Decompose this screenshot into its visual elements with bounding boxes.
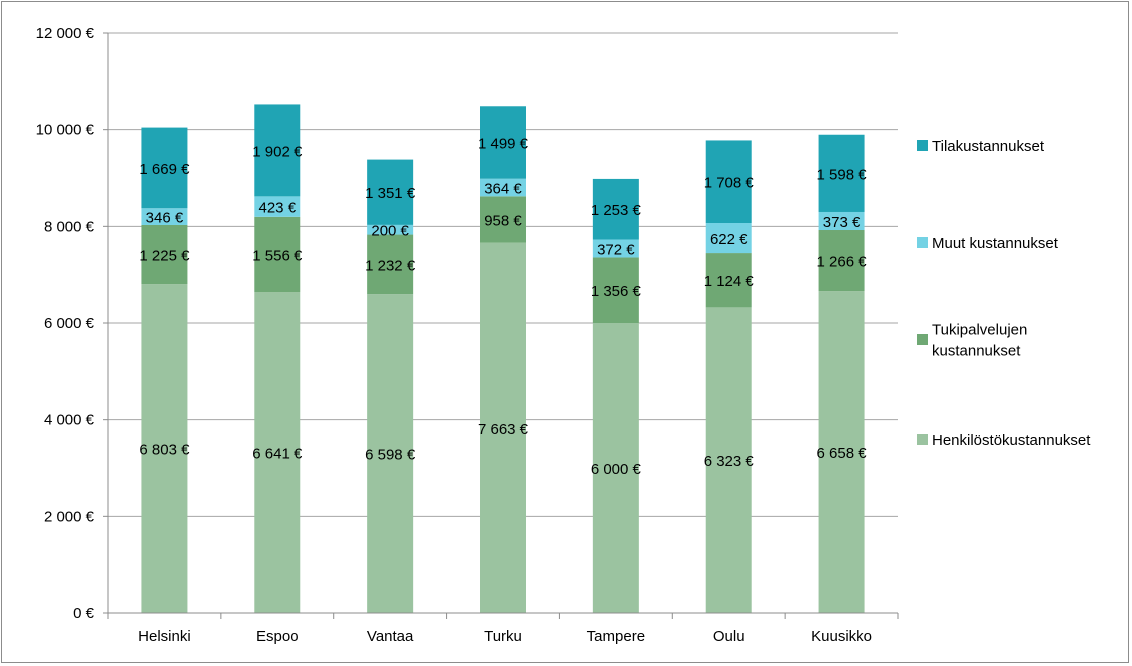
data-label-espoo-tukipalvelujen-kustannukset: 1 556 € [252, 247, 303, 264]
data-label-oulu-tukipalvelujen-kustannukset: 1 124 € [704, 273, 755, 290]
data-label-helsinki-tukipalvelujen-kustannukset: 1 225 € [139, 248, 190, 265]
x-tick-label-kuusikko: Kuusikko [811, 628, 872, 645]
data-label-espoo-henkilostokustannukset: 6 641 € [252, 446, 303, 463]
y-tick-label: 2 000 € [44, 508, 95, 525]
bar-segment-kuusikko-muut-kustannukset [818, 211, 865, 231]
y-tick-label: 4 000 € [44, 412, 95, 429]
data-label-turku-henkilostokustannukset: 7 663 € [478, 421, 529, 438]
bar-segment-oulu-muut-kustannukset [705, 222, 752, 254]
legend-swatch-tilakustannukset [917, 140, 928, 151]
legend-swatch-muut-kustannukset [917, 237, 928, 248]
axes: 0 € 2 000 € 4 000 € 6 000 € 8 000 € 10 000 € 1… [36, 25, 899, 645]
data-label-oulu-tilakustannukset: 1 708 € [704, 175, 755, 192]
x-tick-label-vantaa: Vantaa [367, 628, 414, 645]
bar-segment-espoo-henkilostokustannukset [254, 292, 301, 613]
x-tick-label-tampere: Tampere [587, 628, 645, 645]
data-label-vantaa-tukipalvelujen-kustannukset: 1 232 € [365, 257, 416, 274]
bar-segment-espoo-tilakustannukset [254, 104, 301, 197]
data-label-espoo-muut-kustannukset: 423 € [259, 200, 297, 217]
bar-segment-turku-muut-kustannukset [480, 178, 526, 197]
bar-segment-helsinki-tukipalvelujen-kustannukset [141, 224, 188, 285]
data-label-helsinki-tilakustannukset: 1 669 € [139, 161, 190, 178]
bar-segment-tampere-tukipalvelujen-kustannukset [592, 257, 639, 323]
data-label-helsinki-muut-kustannukset: 346 € [146, 210, 184, 227]
bars [141, 104, 865, 613]
bar-segment-kuusikko-tukipalvelujen-kustannukset [818, 230, 865, 292]
bar-segment-oulu-tukipalvelujen-kustannukset [705, 253, 752, 308]
legend-swatch-henkilostokustannukset [917, 434, 928, 445]
bar-segment-turku-tukipalvelujen-kustannukset [480, 196, 526, 243]
bar-segment-vantaa-tilakustannukset [367, 159, 414, 225]
data-label-tampere-tukipalvelujen-kustannukset: 1 356 € [591, 283, 642, 300]
y-tick-label: 0 € [73, 605, 95, 622]
y-tick-label: 10 000 € [36, 122, 95, 139]
data-labels: 6 803 € 1 225 € 346 € 1 669 € 6 641 € 1 556 €… [139, 135, 867, 478]
data-label-tampere-muut-kustannukset: 372 € [597, 241, 635, 258]
bar-segment-vantaa-tukipalvelujen-kustannukset [367, 234, 414, 295]
bar-segment-oulu-tilakustannukset [705, 140, 752, 223]
bar-segment-vantaa-muut-kustannukset [367, 224, 414, 235]
data-label-oulu-muut-kustannukset: 622 € [710, 231, 748, 248]
bar-segment-vantaa-henkilostokustannukset [367, 294, 414, 613]
bar-segment-espoo-tukipalvelujen-kustannukset [254, 216, 301, 293]
data-label-kuusikko-henkilostokustannukset: 6 658 € [817, 445, 868, 462]
legend-label-henkilostokustannukset: Henkilöstökustannukset [932, 432, 1091, 449]
x-tick-label-espoo: Espoo [256, 628, 299, 645]
data-label-kuusikko-tukipalvelujen-kustannukset: 1 266 € [817, 254, 868, 271]
bar-segment-tampere-henkilostokustannukset [592, 323, 639, 613]
data-label-turku-muut-kustannukset: 364 € [484, 181, 522, 198]
data-label-tampere-henkilostokustannukset: 6 000 € [591, 461, 642, 478]
data-label-espoo-tilakustannukset: 1 902 € [252, 143, 303, 160]
bar-segment-helsinki-muut-kustannukset [141, 208, 188, 225]
bar-segment-oulu-henkilostokustannukset [705, 307, 752, 613]
legend-label-tilakustannukset: Tilakustannukset [932, 138, 1045, 155]
data-label-kuusikko-tilakustannukset: 1 598 € [817, 166, 868, 183]
data-label-turku-tilakustannukset: 1 499 € [478, 135, 529, 152]
bar-segment-helsinki-tilakustannukset [141, 127, 188, 209]
bar-segment-tampere-muut-kustannukset [592, 239, 639, 258]
bar-segment-espoo-muut-kustannukset [254, 196, 301, 217]
bar-segment-kuusikko-tilakustannukset [818, 134, 865, 212]
data-label-oulu-henkilostokustannukset: 6 323 € [704, 453, 755, 470]
data-label-vantaa-tilakustannukset: 1 351 € [365, 185, 416, 202]
bar-segment-tampere-tilakustannukset [592, 178, 639, 240]
data-label-helsinki-henkilostokustannukset: 6 803 € [139, 442, 190, 459]
bar-segment-helsinki-henkilostokustannukset [141, 284, 188, 613]
y-tick-label: 6 000 € [44, 315, 95, 332]
data-label-tampere-tilakustannukset: 1 253 € [591, 202, 642, 219]
legend-label-muut-kustannukset: Muut kustannukset [932, 235, 1059, 252]
x-tick-label-oulu: Oulu [713, 628, 745, 645]
bar-segment-kuusikko-henkilostokustannukset [818, 291, 865, 613]
legend-swatch-tukipalvelujen-kustannukset [917, 334, 928, 345]
x-tick-label-turku: Turku [484, 628, 522, 645]
bar-segment-turku-henkilostokustannukset [480, 242, 526, 613]
data-label-vantaa-muut-kustannukset: 200 € [371, 223, 409, 240]
legend: Tilakustannukset Muut kustannukset Tukipal… [917, 138, 1091, 449]
data-label-vantaa-henkilostokustannukset: 6 598 € [365, 447, 416, 464]
x-tick-label-helsinki: Helsinki [138, 628, 191, 645]
bar-segment-turku-tilakustannukset [480, 106, 526, 179]
y-tick-label: 12 000 € [36, 25, 95, 42]
y-tick-label: 8 000 € [44, 218, 95, 235]
data-label-turku-tukipalvelujen-kustannukset: 958 € [484, 212, 522, 229]
data-label-kuusikko-muut-kustannukset: 373 € [823, 214, 861, 231]
legend-label-tukipalvelujen-kustannukset: Tukipalvelujen kustannukset [932, 322, 1027, 360]
